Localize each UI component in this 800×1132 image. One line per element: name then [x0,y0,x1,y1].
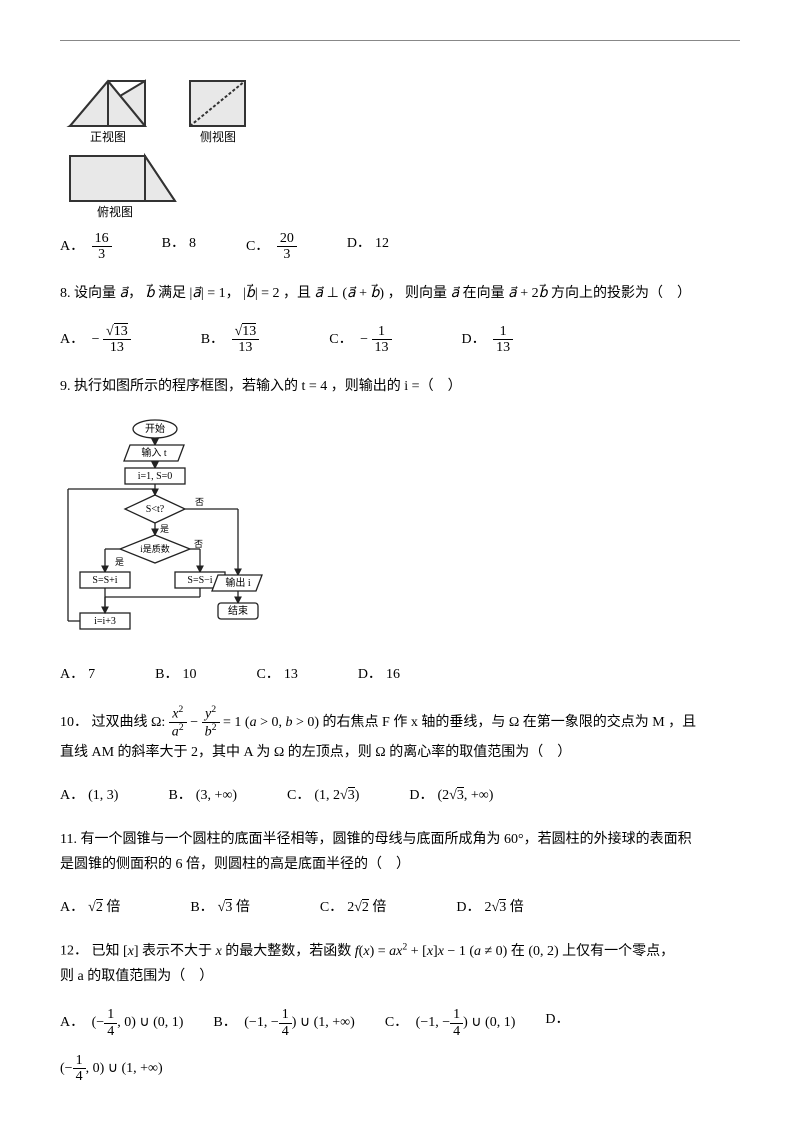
q10-opt-c: C．(1, 2√3) [287,783,359,808]
q10-opt-a: A．(1, 3) [60,783,118,808]
flowchart-diagram: 开始 输入 t i=1, S=0 S<t? 是 否 i是质数 是 否 [60,417,740,652]
svg-text:否: 否 [194,539,203,549]
q7-options: A． 163 B．8 C． 203 D．12 [60,231,740,263]
q10-options: A．(1, 3) B．(3, +∞) C．(1, 2√3) D．(2√3, +∞… [60,783,740,808]
q9-opt-c: C．13 [256,662,297,687]
svg-text:是: 是 [115,557,124,567]
q10-opt-d: D．(2√3, +∞) [409,783,493,808]
svg-text:i是质数: i是质数 [140,543,170,554]
svg-text:S=S−i: S=S−i [187,575,212,586]
svg-text:输入 t: 输入 t [141,446,166,459]
side-view-label: 侧视图 [200,129,236,144]
svg-text:结束: 结束 [228,604,248,617]
q7-opt-b: B．8 [162,231,196,263]
q12: 12． 已知 [x] 表示不大于 x 的最大整数，若函数 f(x) = ax2 … [60,938,740,989]
q9-opt-d: D．16 [358,662,400,687]
q11-opt-c: C．2√2 倍 [320,895,387,920]
top-view-label: 俯视图 [97,204,133,219]
q11-opt-b: B．√3 倍 [190,895,250,920]
three-view-diagram: 正视图 侧视图 俯视图 [60,71,740,221]
q10-num: 10． [60,715,88,730]
q10-opt-b: B．(3, +∞) [168,783,237,808]
svg-text:是: 是 [160,524,169,534]
q12-num: 12． [60,944,88,959]
q8-options: A． − √1313 B． √1313 C． − 113 D． 113 [60,324,740,356]
svg-text:开始: 开始 [145,422,165,435]
q11-opt-d: D．2√3 倍 [456,895,523,920]
svg-text:i=i+3: i=i+3 [94,616,116,627]
svg-text:S<t?: S<t? [146,504,165,515]
svg-text:S=S+i: S=S+i [92,575,117,586]
q7-opt-d: D．12 [347,231,389,263]
q10: 10． 过双曲线 Ω: x2a2 − y2b2 = 1 (a > 0, b > … [60,705,740,765]
q8-opt-c: C． − 113 [329,324,391,356]
q11-opt-a: A．√2 倍 [60,895,120,920]
q12-opt-c: C． (−1, −14) ∪ (0, 1) [385,1007,516,1039]
q7-opt-a: A． 163 [60,231,112,263]
q9-text: 执行如图所示的程序框图，若输入的 t = 4 ，则输出的 i =（ ） [74,379,462,394]
svg-text:输出 i: 输出 i [225,576,250,589]
q9: 9. 执行如图所示的程序框图，若输入的 t = 4 ，则输出的 i =（ ） [60,374,740,399]
q9-opt-b: B．10 [155,662,196,687]
svg-text:否: 否 [195,497,204,507]
q8-opt-a: A． − √1313 [60,324,131,356]
q9-options: A．7 B．10 C．13 D．16 [60,662,740,687]
q12-opt-b: B． (−1, −14) ∪ (1, +∞) [213,1007,354,1039]
svg-text:i=1, S=0: i=1, S=0 [138,471,173,482]
q7-opt-c: C． 203 [246,231,297,263]
q12-opt-d: D． [545,1007,573,1039]
q9-opt-a: A．7 [60,662,95,687]
q11-num: 11. [60,832,77,847]
q12-opt-a: A． (−14, 0) ∪ (0, 1) [60,1007,183,1039]
q12-options: A． (−14, 0) ∪ (0, 1) B． (−1, −14) ∪ (1, … [60,1007,740,1039]
front-view-label: 正视图 [90,129,126,144]
q8-opt-b: B． √1313 [201,324,260,356]
page-divider [60,40,740,41]
q8-opt-d: D． 113 [462,324,514,356]
q11: 11. 有一个圆锥与一个圆柱的底面半径相等，圆锥的母线与底面所成角为 60°，若… [60,827,740,877]
q12-opt-d-cont: (−14, 0) ∪ (1, +∞) [60,1053,740,1085]
q11-options: A．√2 倍 B．√3 倍 C．2√2 倍 D．2√3 倍 [60,895,740,920]
q9-num: 9. [60,379,71,394]
q8: 8. 设向量 a⃗， b⃗ 满足 |a⃗| = 1， |b⃗| = 2 ，且 a… [60,281,740,306]
q8-num: 8. [60,286,71,301]
